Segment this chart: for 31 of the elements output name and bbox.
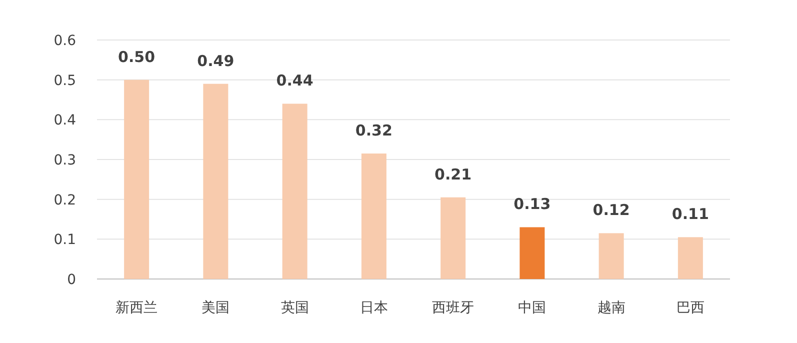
- y-tick-label: 0.4: [54, 112, 76, 129]
- bar: [361, 154, 386, 279]
- data-label: 0.12: [592, 201, 630, 220]
- y-tick-label: 0.5: [54, 72, 76, 89]
- bar: [678, 237, 703, 279]
- data-label: 0.21: [434, 165, 472, 184]
- y-tick-label: 0.1: [54, 232, 76, 248]
- x-tick-label: 美国: [202, 300, 230, 316]
- x-tick-label: 巴西: [676, 300, 704, 316]
- x-tick-label: 越南: [597, 300, 626, 316]
- y-tick-label: 0.3: [54, 152, 76, 168]
- x-tick-label: 英国: [280, 300, 309, 316]
- y-tick-label: 0: [67, 272, 76, 288]
- bar: [440, 197, 466, 279]
- x-tick-label: 日本: [360, 300, 388, 316]
- bar: [282, 104, 308, 279]
- data-label: 0.44: [276, 72, 314, 90]
- x-tick-label: 中国: [518, 300, 546, 316]
- x-tick-label: 西班牙: [432, 300, 474, 316]
- bar: [124, 80, 150, 279]
- data-label: 0.13: [514, 195, 551, 214]
- y-tick-label: 0.2: [54, 192, 76, 208]
- bar: [520, 227, 545, 279]
- data-label: 0.49: [197, 52, 234, 70]
- y-tick-label: 0.6: [54, 33, 76, 49]
- data-label: 0.11: [672, 205, 709, 224]
- x-tick-label: 新西兰: [116, 300, 158, 316]
- bar: [203, 84, 228, 279]
- data-label: 0.32: [355, 122, 392, 140]
- data-label: 0.50: [118, 48, 156, 66]
- bar: [598, 233, 624, 279]
